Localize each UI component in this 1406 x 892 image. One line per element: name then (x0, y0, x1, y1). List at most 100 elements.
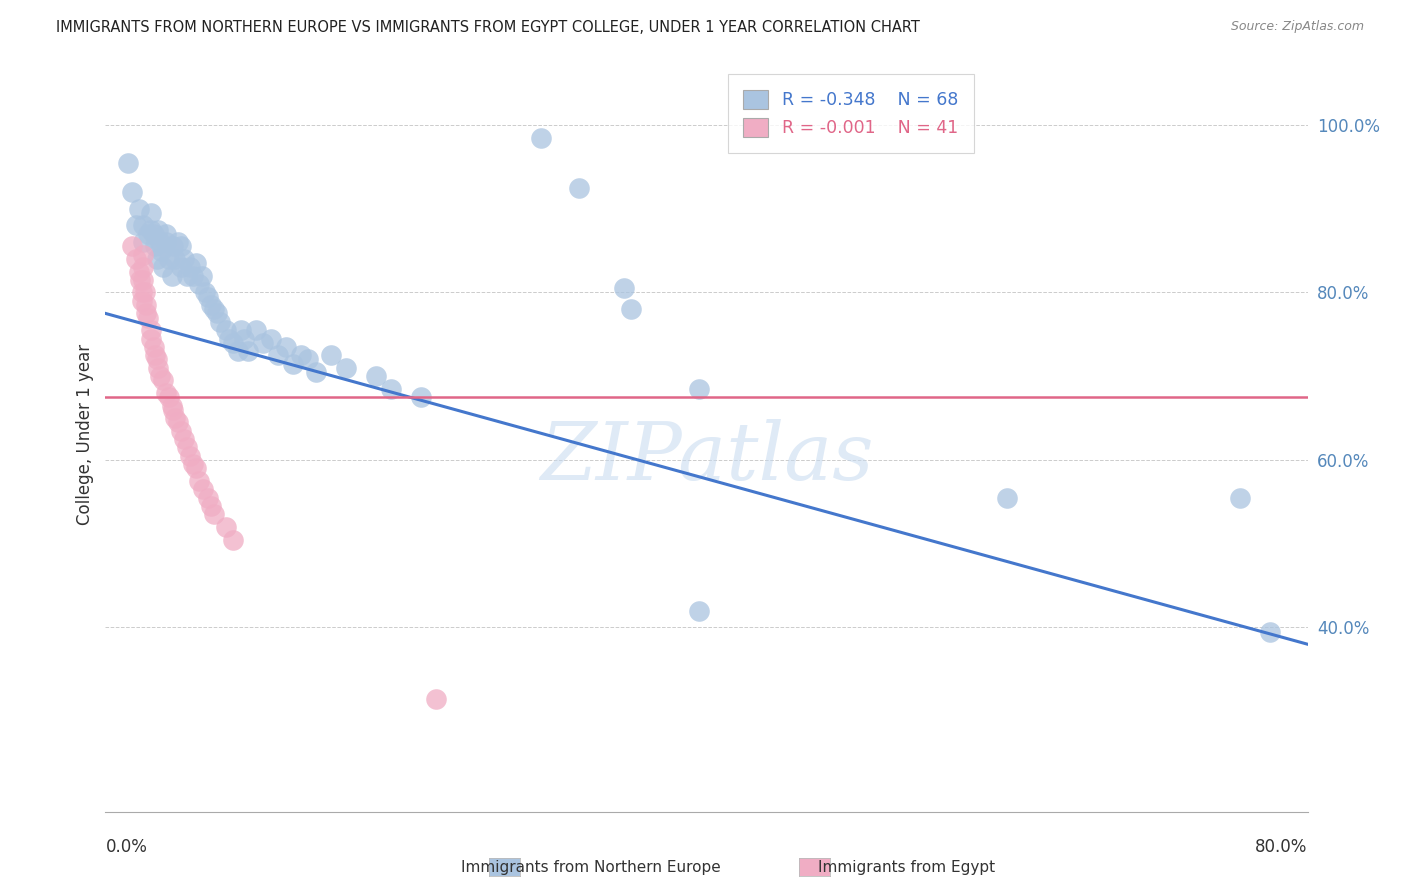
Point (190, 268, 212, 283)
Point (117, 155, 139, 169)
Point (160, 268, 183, 283)
Point (197, 491, 219, 505)
Point (176, 268, 198, 283)
Point (181, 457, 204, 471)
Point (688, 382, 710, 396)
Point (187, 474, 209, 488)
Point (139, 222, 162, 236)
Point (208, 315, 231, 329)
Point (267, 348, 290, 362)
Point (155, 386, 177, 401)
Point (121, 239, 143, 253)
Point (139, 323, 162, 337)
Point (166, 235, 188, 250)
Point (148, 369, 170, 384)
Point (232, 332, 254, 346)
Point (152, 260, 174, 275)
Point (128, 202, 150, 216)
Point (143, 239, 166, 253)
Point (200, 499, 222, 513)
Point (184, 256, 207, 270)
Point (135, 298, 157, 312)
Text: Source: ZipAtlas.com: Source: ZipAtlas.com (1230, 20, 1364, 33)
Point (157, 390, 180, 404)
Point (290, 348, 312, 362)
Point (160, 399, 183, 413)
Point (197, 290, 219, 304)
Point (152, 373, 174, 387)
Point (136, 310, 159, 325)
Legend: R = -0.348    N = 68, R = -0.001    N = 41: R = -0.348 N = 68, R = -0.001 N = 41 (728, 74, 974, 153)
Point (135, 306, 157, 320)
Text: Immigrants from Egypt: Immigrants from Egypt (818, 860, 995, 874)
Point (688, 604, 710, 618)
Point (124, 219, 146, 233)
Point (162, 239, 184, 253)
Point (1229, 491, 1251, 505)
Point (155, 235, 177, 250)
Point (218, 332, 240, 346)
Point (163, 252, 186, 266)
Point (121, 185, 143, 199)
Point (142, 227, 165, 241)
Point (150, 244, 173, 258)
Point (145, 352, 167, 367)
Point (995, 491, 1018, 505)
Point (131, 293, 153, 308)
Point (169, 424, 191, 438)
Point (335, 360, 357, 375)
Point (173, 432, 195, 446)
Point (187, 277, 209, 291)
Point (169, 260, 191, 275)
Point (142, 340, 165, 354)
Point (214, 323, 236, 337)
Point (132, 260, 155, 275)
Point (364, 369, 387, 384)
Point (252, 335, 274, 350)
Point (181, 268, 204, 283)
Point (1258, 624, 1281, 639)
Point (194, 285, 217, 300)
Point (155, 227, 177, 241)
Point (146, 360, 169, 375)
Text: 0.0%: 0.0% (105, 838, 148, 856)
Point (274, 340, 297, 354)
Point (530, 130, 553, 145)
Point (409, 390, 432, 404)
Point (163, 411, 186, 425)
Text: 80.0%: 80.0% (1256, 838, 1308, 856)
Point (139, 206, 162, 220)
Point (179, 449, 201, 463)
Point (128, 264, 150, 278)
Point (205, 306, 228, 320)
Point (222, 335, 245, 350)
Point (145, 252, 167, 266)
Point (229, 323, 252, 337)
Point (148, 235, 170, 250)
Point (184, 461, 207, 475)
Point (143, 348, 166, 362)
Text: IMMIGRANTS FROM NORTHERN EUROPE VS IMMIGRANTS FROM EGYPT COLLEGE, UNDER 1 YEAR C: IMMIGRANTS FROM NORTHERN EUROPE VS IMMIG… (56, 20, 920, 35)
Point (222, 533, 245, 547)
Point (568, 181, 591, 195)
Point (176, 441, 198, 455)
Point (226, 344, 249, 359)
Text: ZIPatlas: ZIPatlas (540, 418, 873, 496)
Point (132, 273, 155, 287)
Point (166, 415, 188, 429)
Point (283, 357, 305, 371)
Point (214, 520, 236, 534)
Point (169, 239, 191, 253)
Point (200, 298, 222, 312)
Point (191, 483, 214, 497)
Point (162, 402, 184, 417)
Point (380, 382, 402, 396)
Point (139, 332, 162, 346)
Point (146, 222, 169, 236)
Point (260, 332, 283, 346)
Point (202, 302, 225, 317)
Point (202, 508, 225, 522)
Point (297, 352, 319, 367)
Point (132, 248, 155, 262)
Point (132, 235, 155, 250)
